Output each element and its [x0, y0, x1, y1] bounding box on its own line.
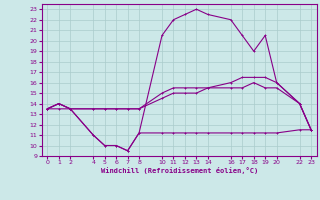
X-axis label: Windchill (Refroidissement éolien,°C): Windchill (Refroidissement éolien,°C) — [100, 167, 258, 174]
